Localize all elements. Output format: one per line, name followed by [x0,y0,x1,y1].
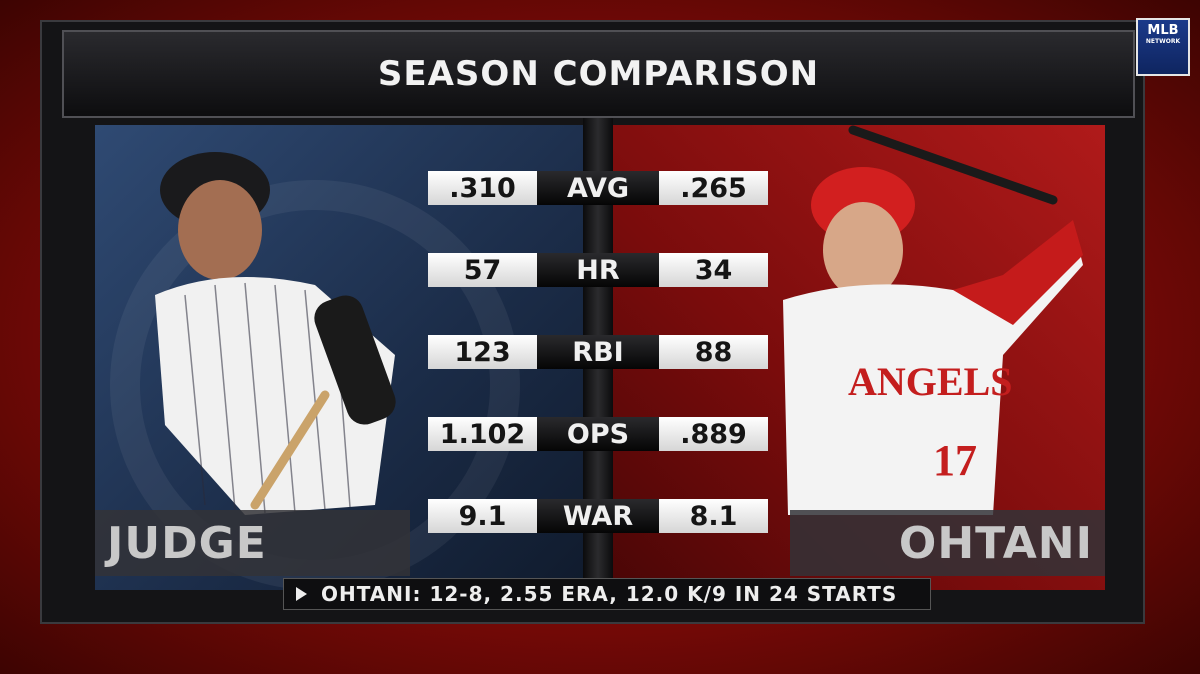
stat-row: 123 RBI 88 [428,335,768,369]
stat-row: .310 AVG .265 [428,171,768,205]
left-stat-value: 9.1 [428,499,537,533]
stat-label: AVG [537,171,659,205]
svg-text:ANGELS: ANGELS [848,359,1013,404]
left-stat-value: .310 [428,171,537,205]
right-player-art: ANGELS 17 [783,125,1083,515]
stat-label: HR [537,253,659,287]
logo-subtext: NETWORK [1145,38,1181,45]
play-icon [296,587,307,601]
left-stat-value: 123 [428,335,537,369]
right-stat-value: 8.1 [659,499,768,533]
stat-label: OPS [537,417,659,451]
stat-row: 9.1 WAR 8.1 [428,499,768,533]
logo-text: MLB [1147,23,1179,38]
stat-row: 1.102 OPS .889 [428,417,768,451]
footer-note: OHTANI: 12-8, 2.55 ERA, 12.0 K/9 IN 24 S… [321,582,898,606]
right-stat-value: .889 [659,417,768,451]
left-player-name: JUDGE [95,510,410,576]
right-stat-value: 34 [659,253,768,287]
left-stat-value: 1.102 [428,417,537,451]
title: SEASON COMPARISON [377,54,820,94]
svg-text:17: 17 [933,436,977,485]
right-stat-value: 88 [659,335,768,369]
right-player-name: OHTANI [790,510,1105,576]
network-logo: MLB NETWORK [1136,18,1190,76]
left-stat-value: 57 [428,253,537,287]
stat-label: RBI [537,335,659,369]
title-bar: SEASON COMPARISON [62,30,1135,118]
right-stat-value: .265 [659,171,768,205]
stat-row: 57 HR 34 [428,253,768,287]
footer-note-bar: OHTANI: 12-8, 2.55 ERA, 12.0 K/9 IN 24 S… [283,578,931,610]
stat-label: WAR [537,499,659,533]
